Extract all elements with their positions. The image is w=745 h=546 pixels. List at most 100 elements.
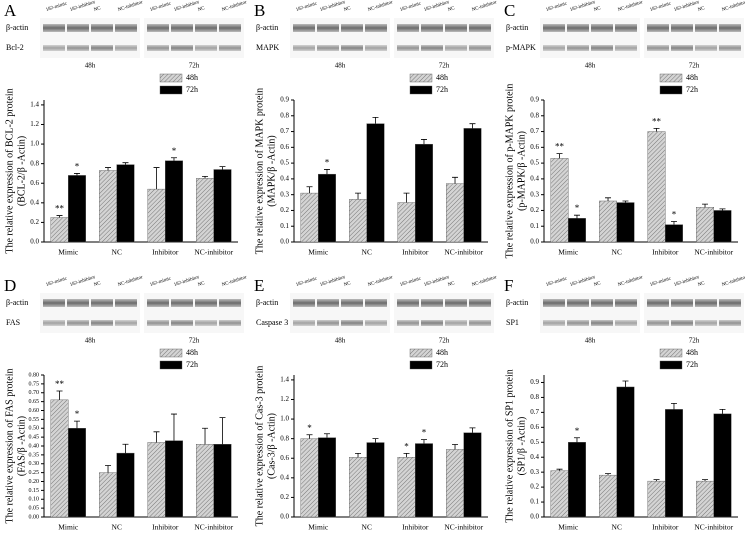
error-bar	[170, 157, 177, 161]
blot-band	[397, 299, 419, 307]
significance-label: *	[575, 203, 580, 213]
blot-band	[171, 299, 193, 307]
legend-swatch	[159, 73, 183, 83]
lane-label: NC-inhibitor	[367, 0, 393, 13]
lane-label: 182-mimic	[45, 1, 68, 13]
blot-band	[115, 320, 137, 326]
bar	[349, 199, 367, 243]
blot-band	[567, 24, 589, 32]
x-tick-label: Inhibitor	[652, 248, 679, 257]
error-bar	[556, 153, 563, 159]
legend-swatch	[159, 348, 183, 358]
y-tick-label: 1.0	[280, 415, 289, 423]
y-tick-label: 0.05	[29, 506, 40, 512]
bar	[318, 437, 336, 518]
y-axis-label: The relative expression of FAS protein	[4, 368, 15, 523]
legend-label: 72h	[186, 360, 198, 369]
bar	[116, 452, 135, 518]
y-tick-label: 0.3	[530, 190, 539, 198]
bar	[196, 444, 214, 518]
error-bar	[122, 443, 129, 454]
blot-background	[644, 293, 744, 333]
lane-label: NC	[197, 281, 206, 288]
error-bar	[153, 431, 160, 443]
y-axis-label: (SP1/β -Actin)	[516, 417, 527, 476]
y-tick-label: 0.2	[530, 206, 539, 214]
error-bar	[403, 192, 410, 203]
blot-time: 72h	[689, 62, 700, 70]
y-tick-label: 0.70	[29, 390, 40, 396]
x-tick-label: NC-inhibitor	[194, 248, 233, 257]
error-bar	[219, 166, 226, 170]
y-axis-label: The relative expression of SP1 protein	[504, 369, 515, 523]
blot-band	[293, 24, 315, 32]
y-tick-label: 0.8	[30, 159, 39, 167]
legend-label: 72h	[686, 360, 698, 369]
blot-background	[394, 293, 494, 333]
x-tick-label: NC	[112, 248, 122, 257]
lane-label: NC-inhibitor	[721, 275, 745, 288]
blot-time: 48h	[335, 62, 346, 70]
blot-band	[591, 45, 613, 51]
blot-band	[469, 45, 491, 51]
blot-band	[91, 320, 113, 326]
error-bar	[153, 167, 160, 190]
blot-band	[543, 45, 565, 51]
blot-label: MAPK	[256, 43, 279, 52]
legend-label: 72h	[436, 85, 448, 94]
bar	[99, 472, 117, 518]
y-tick-label: 0.5	[530, 159, 539, 167]
lane-label: NC	[343, 6, 352, 13]
error-bar	[702, 479, 709, 482]
blot-label: β-actin	[6, 298, 28, 307]
lane-label: 182-inhibitor	[423, 275, 450, 288]
y-axis-label: (Cas-3/β -Actin)	[266, 413, 277, 479]
blot-band	[115, 45, 137, 51]
blot-band	[171, 24, 193, 32]
legend-label: 48h	[436, 73, 448, 82]
blot-band	[43, 45, 65, 51]
y-tick-label: 0.6	[280, 143, 289, 151]
y-tick-label: 0.5	[280, 159, 289, 167]
x-tick-label: NC-inhibitor	[194, 523, 233, 532]
lane-label: 182-inhibitor	[319, 0, 346, 13]
blot-band	[445, 299, 467, 307]
blot-band	[421, 24, 443, 32]
blot-band	[695, 320, 717, 326]
blot-band	[397, 45, 419, 51]
panel-letter: A	[4, 1, 17, 20]
y-tick-label: 0.5	[530, 438, 539, 446]
blot-band	[397, 320, 419, 326]
blot-band	[219, 45, 241, 51]
blot-band	[115, 24, 137, 32]
blot-band	[567, 45, 589, 51]
y-tick-label: 0.65	[29, 399, 40, 405]
blot-band	[445, 320, 467, 326]
panel-letter: B	[254, 1, 265, 20]
x-tick-label: Mimic	[308, 523, 329, 532]
legend-label: 48h	[686, 348, 698, 357]
y-tick-label: 0.75	[29, 381, 40, 387]
lane-label: 182-inhibitor	[569, 0, 596, 13]
y-tick-label: 0.3	[530, 468, 539, 476]
bar	[68, 175, 86, 243]
significance-label: *	[172, 146, 177, 156]
blot-time: 48h	[85, 62, 96, 70]
y-tick-label: 0.7	[530, 127, 539, 135]
bar	[665, 224, 683, 243]
error-bar	[372, 438, 379, 443]
blot-background	[290, 18, 390, 58]
y-tick-label: 0.55	[29, 417, 40, 423]
blot-background	[40, 18, 140, 58]
error-bar	[403, 452, 410, 458]
blot-label: FAS	[6, 318, 20, 327]
blot-band	[91, 24, 113, 32]
y-tick-label: 0.40	[29, 443, 40, 449]
legend-label: 72h	[686, 85, 698, 94]
lane-label: 182-mimic	[149, 276, 172, 288]
lane-label: NC-inhibitor	[221, 275, 247, 288]
significance-label: *	[325, 157, 330, 167]
y-axis-label: (FAS/β -Actin)	[16, 416, 27, 476]
bar	[599, 474, 617, 518]
bar	[463, 432, 482, 518]
